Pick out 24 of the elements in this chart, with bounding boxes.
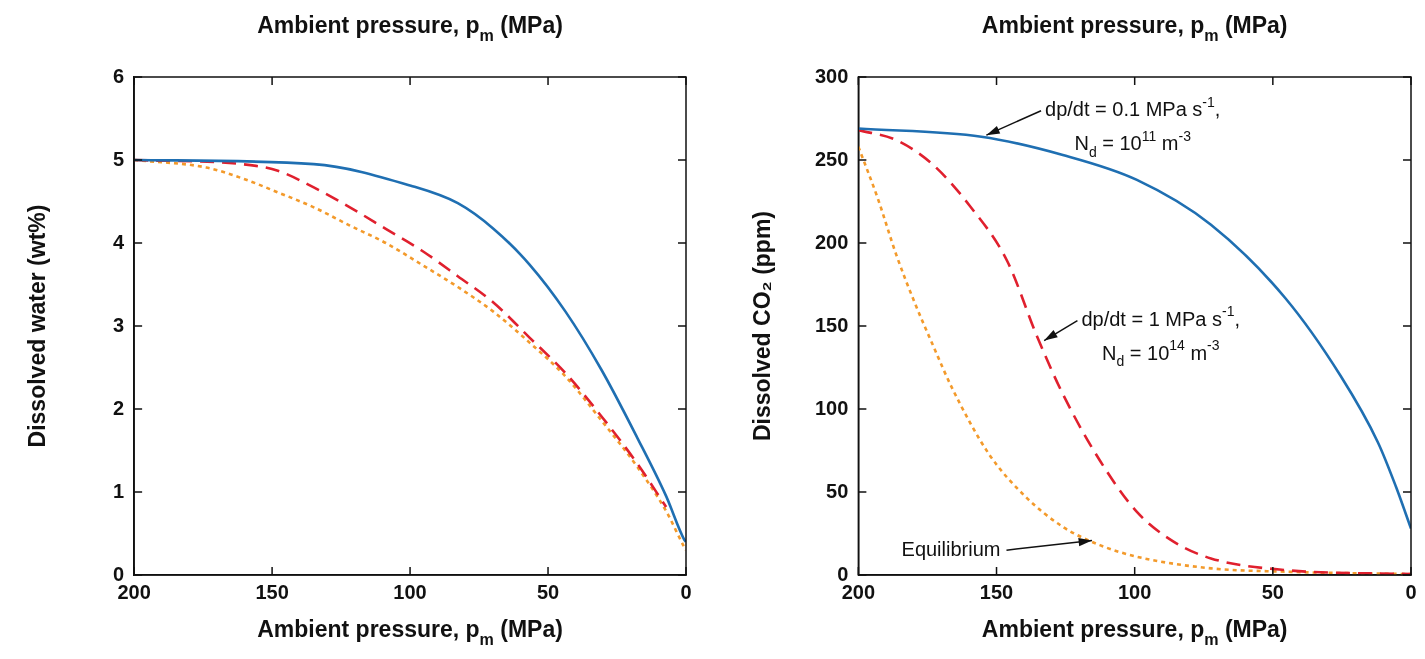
y-tick-label: 50 bbox=[826, 479, 849, 502]
x-tick-label: 0 bbox=[680, 580, 692, 603]
x-tick-label: 50 bbox=[536, 580, 560, 603]
y-tick-label: 1 bbox=[113, 479, 125, 502]
y-tick-label: 200 bbox=[814, 230, 849, 253]
x-tick-label: 0 bbox=[1405, 580, 1417, 603]
x-tick-label: 50 bbox=[1261, 580, 1284, 603]
y-tick-label: 6 bbox=[113, 64, 125, 87]
y-tick-label: 100 bbox=[814, 396, 849, 419]
y-tick-label: 150 bbox=[814, 313, 849, 336]
y-tick-label: 3 bbox=[113, 313, 125, 336]
y-tick-label: 5 bbox=[113, 147, 125, 170]
y-tick-label: 2 bbox=[113, 396, 125, 419]
x-tick-label: 100 bbox=[393, 580, 427, 603]
x-tick-label: 150 bbox=[979, 580, 1014, 603]
y-tick-label: 0 bbox=[113, 562, 125, 585]
annotation: Equilibrium bbox=[901, 537, 1001, 560]
y-axis-title: Dissolved water (wt%) bbox=[24, 204, 51, 448]
y-axis-title: Dissolved CO₂ (ppm) bbox=[748, 210, 775, 442]
y-tick-label: 4 bbox=[113, 230, 125, 253]
y-tick-label: 300 bbox=[814, 64, 849, 87]
x-tick-label: 150 bbox=[255, 580, 289, 603]
x-tick-label: 100 bbox=[1118, 580, 1152, 603]
y-tick-label: 250 bbox=[814, 147, 849, 170]
